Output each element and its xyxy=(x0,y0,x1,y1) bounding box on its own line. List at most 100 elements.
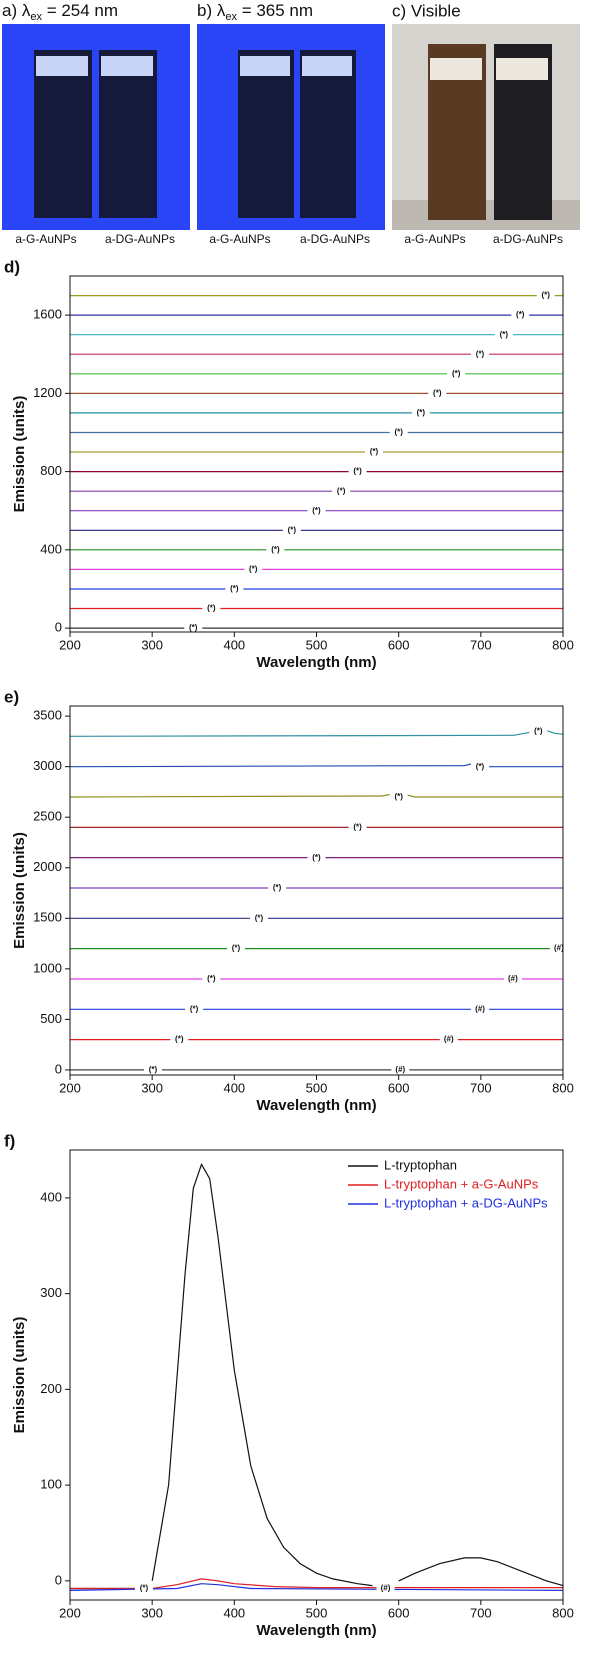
annotation: (#) xyxy=(508,974,518,983)
annotation: (#) xyxy=(444,1035,454,1044)
annotation: (*) xyxy=(255,913,264,922)
y-tick-label: 1600 xyxy=(33,307,62,322)
annotation-gap xyxy=(365,447,384,458)
annotation-gap xyxy=(411,407,430,418)
y-axis-label: Emission (units) xyxy=(11,1317,28,1434)
annotation-gap xyxy=(536,290,555,301)
annotation-gap xyxy=(348,466,367,477)
photo-b xyxy=(197,24,385,230)
photo-c xyxy=(392,24,580,230)
annotation: (#) xyxy=(395,1065,405,1074)
label-subscript: ex xyxy=(225,11,237,23)
y-tick-label: 2500 xyxy=(33,809,62,824)
cuvette xyxy=(99,50,157,218)
cuvette xyxy=(34,50,92,218)
cuvette-label xyxy=(36,56,88,76)
y-tick-label: 0 xyxy=(55,620,62,635)
cuvette-label xyxy=(496,58,548,80)
panel-label: e) xyxy=(4,687,19,706)
x-tick-label: 200 xyxy=(59,1080,81,1095)
annotation: (*) xyxy=(288,525,297,534)
label-subscript: ex xyxy=(30,11,42,23)
annotation: (*) xyxy=(337,486,346,495)
y-tick-label: 200 xyxy=(40,1381,62,1396)
panel-label: d) xyxy=(4,257,20,276)
annotation-gap xyxy=(226,943,245,954)
x-tick-label: 500 xyxy=(306,637,328,652)
annotation: (*) xyxy=(542,291,551,300)
annotation-gap xyxy=(391,1064,410,1075)
cuvette-label xyxy=(101,56,153,76)
annotation: (*) xyxy=(433,388,442,397)
annotation: (*) xyxy=(312,506,321,515)
x-tick-label: 800 xyxy=(552,1605,574,1620)
x-tick-label: 200 xyxy=(59,637,81,652)
annotation-gap xyxy=(447,368,466,379)
annotation-gap xyxy=(428,388,447,399)
y-tick-label: 400 xyxy=(40,1189,62,1204)
annotation-gap xyxy=(503,973,522,984)
plot-frame xyxy=(69,275,564,633)
y-tick-label: 2000 xyxy=(33,859,62,874)
annotation: (*) xyxy=(140,1584,149,1593)
annotation-gap xyxy=(549,943,568,954)
y-tick-label: 1000 xyxy=(33,960,62,975)
y-tick-label: 3000 xyxy=(33,758,62,773)
x-tick-label: 800 xyxy=(552,1080,574,1095)
annotation-gap xyxy=(471,1004,490,1015)
x-tick-label: 300 xyxy=(141,637,163,652)
x-tick-label: 200 xyxy=(59,1605,81,1620)
x-tick-label: 600 xyxy=(388,1080,410,1095)
annotation: (*) xyxy=(370,447,379,456)
annotation-gap xyxy=(307,852,326,863)
annotation-gap xyxy=(266,544,285,555)
x-tick-label: 800 xyxy=(552,637,574,652)
annotation: (*) xyxy=(353,822,362,831)
annotation-gap xyxy=(202,603,221,614)
photo-caption: a-DG-AuNPs xyxy=(300,232,370,246)
annotation: (*) xyxy=(190,1004,199,1013)
x-tick-label: 600 xyxy=(388,1605,410,1620)
series-line xyxy=(70,1578,563,1590)
x-axis-label: Wavelength (nm) xyxy=(256,654,376,671)
panel-label: f) xyxy=(4,1131,15,1150)
annotation-gap xyxy=(471,761,490,772)
annotation-gap xyxy=(244,564,263,575)
annotation-gap xyxy=(529,726,548,737)
annotation-gap xyxy=(348,822,367,833)
y-tick-label: 500 xyxy=(40,1011,62,1026)
annotation: (*) xyxy=(249,565,258,574)
label-rest: = 254 nm xyxy=(42,1,118,20)
y-tick-label: 0 xyxy=(55,1061,62,1076)
series-line xyxy=(69,792,563,798)
annotation-gap xyxy=(225,583,244,594)
annotation-gap xyxy=(202,973,221,984)
annotation-gap xyxy=(170,1034,189,1045)
cuvette-label xyxy=(302,56,352,76)
series-line xyxy=(70,1162,564,1590)
y-tick-label: 100 xyxy=(40,1477,62,1492)
annotation: (*) xyxy=(452,369,461,378)
x-tick-label: 400 xyxy=(223,1605,245,1620)
y-tick-label: 300 xyxy=(40,1285,62,1300)
annotation-gap xyxy=(282,525,301,536)
y-tick-label: 400 xyxy=(40,541,62,556)
annotation: (*) xyxy=(534,726,543,735)
y-tick-label: 3500 xyxy=(33,708,62,723)
annotation: (*) xyxy=(207,974,216,983)
annotation: (*) xyxy=(500,330,509,339)
annotation-gap xyxy=(185,1004,204,1015)
cuvette-label xyxy=(240,56,290,76)
annotation: (#) xyxy=(554,944,564,953)
label-prefix: a) λ xyxy=(2,1,31,20)
legend-label: L-tryptophan + a-G-AuNPs xyxy=(384,1176,539,1191)
y-axis-label: Emission (units) xyxy=(11,396,28,513)
annotation-gap xyxy=(184,623,203,634)
annotation: (*) xyxy=(149,1065,158,1074)
x-axis-label: Wavelength (nm) xyxy=(256,1622,376,1639)
photo-a xyxy=(2,24,190,230)
x-tick-label: 700 xyxy=(470,1605,492,1620)
series-line xyxy=(69,761,563,768)
annotation-gap xyxy=(376,1583,395,1594)
cuvette xyxy=(300,50,356,218)
